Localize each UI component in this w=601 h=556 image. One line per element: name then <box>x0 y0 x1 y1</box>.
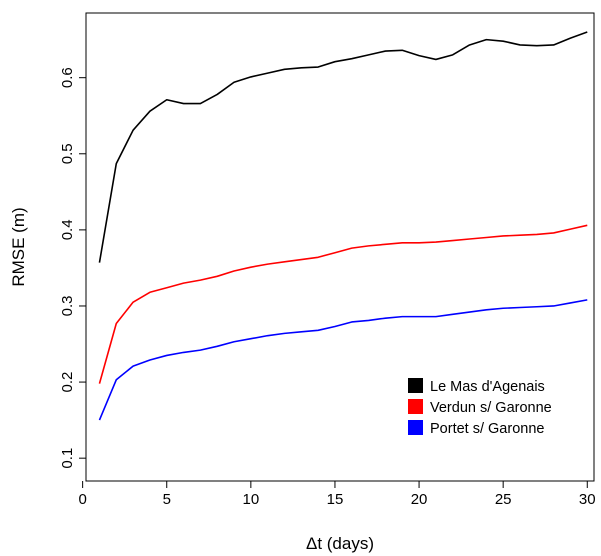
legend-label: Verdun s/ Garonne <box>430 400 552 416</box>
legend-swatch <box>408 378 423 393</box>
x-tick-label: 10 <box>243 491 260 508</box>
y-tick-label: 0.4 <box>59 219 76 240</box>
y-tick-label: 0.5 <box>59 143 76 164</box>
series-lines <box>98 31 588 421</box>
x-tick-label: 5 <box>163 491 171 508</box>
legend: Le Mas d'Agenais Verdun s/ Garonne Portet … <box>408 378 552 437</box>
x-tick-label: 0 <box>78 491 86 508</box>
y-axis: 0.1 0.2 0.3 0.4 0.5 0.6 <box>59 67 86 469</box>
y-tick-label: 0.1 <box>59 448 76 469</box>
x-axis-title: Δt (days) <box>306 534 374 553</box>
legend-label: Portet s/ Garonne <box>430 421 544 437</box>
y-axis-title: RMSE (m) <box>9 207 28 286</box>
x-tick-label: 30 <box>579 491 596 508</box>
y-tick-label: 0.2 <box>59 372 76 393</box>
plot-area-frame <box>85 12 595 482</box>
legend-swatch <box>408 420 423 435</box>
legend-swatch <box>408 399 423 414</box>
y-tick-label: 0.3 <box>59 296 76 317</box>
x-axis: 0 5 10 15 20 25 30 <box>78 481 596 508</box>
x-tick-label: 15 <box>327 491 344 508</box>
series-line-2 <box>98 224 588 384</box>
series-line-1 <box>98 31 588 263</box>
legend-label: Le Mas d'Agenais <box>430 379 545 395</box>
y-tick-label: 0.6 <box>59 67 76 88</box>
x-tick-label: 25 <box>495 491 512 508</box>
series-line-3 <box>98 299 588 421</box>
x-tick-label: 20 <box>411 491 428 508</box>
